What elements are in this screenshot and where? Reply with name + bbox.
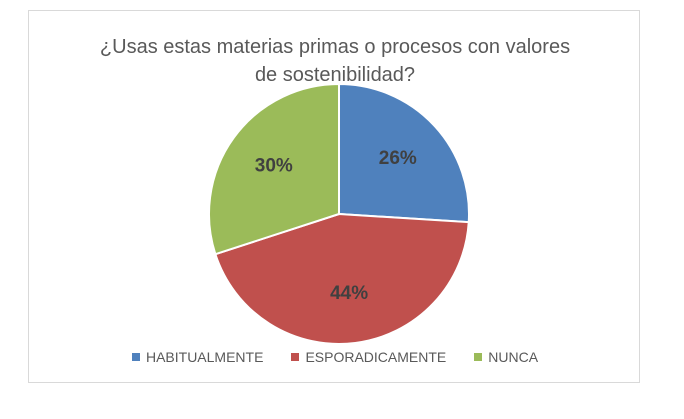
legend-label-nunca: NUNCA bbox=[488, 349, 539, 365]
chart-title-line-2: de sostenibilidad? bbox=[254, 64, 416, 86]
legend-label-esporadicamente: ESPORADICAMENTE bbox=[305, 349, 447, 365]
legend-item-habitualmente: HABITUALMENTE bbox=[131, 349, 264, 365]
data-label-esporadicamente: 44% bbox=[330, 283, 368, 304]
chart-frame: ¿Usas estas materias primas o procesos c… bbox=[28, 10, 640, 383]
data-label-nunca: 30% bbox=[255, 156, 293, 177]
legend-swatch-esporadicamente bbox=[291, 353, 300, 361]
data-label-habitualmente: 26% bbox=[379, 148, 417, 169]
legend: HABITUALMENTE ESPORADICAMENTE NUNCA bbox=[29, 349, 641, 365]
pie-slice-habitualmente bbox=[338, 82, 470, 224]
legend-swatch-nunca bbox=[474, 353, 483, 361]
pie-slice-nunca bbox=[208, 82, 340, 256]
chart-title: ¿Usas estas materias primas o procesos c… bbox=[29, 33, 641, 89]
chart-title-line-1: ¿Usas estas materias primas o procesos c… bbox=[99, 36, 571, 58]
legend-item-esporadicamente: ESPORADICAMENTE bbox=[291, 349, 446, 365]
pie-chart: 26% 44% 30% bbox=[208, 82, 470, 345]
legend-swatch-habitualmente bbox=[131, 353, 140, 361]
legend-item-nunca: NUNCA bbox=[474, 349, 538, 365]
legend-label-habitualmente: HABITUALMENTE bbox=[145, 349, 264, 365]
pie-slice-esporadicamente bbox=[214, 212, 470, 345]
